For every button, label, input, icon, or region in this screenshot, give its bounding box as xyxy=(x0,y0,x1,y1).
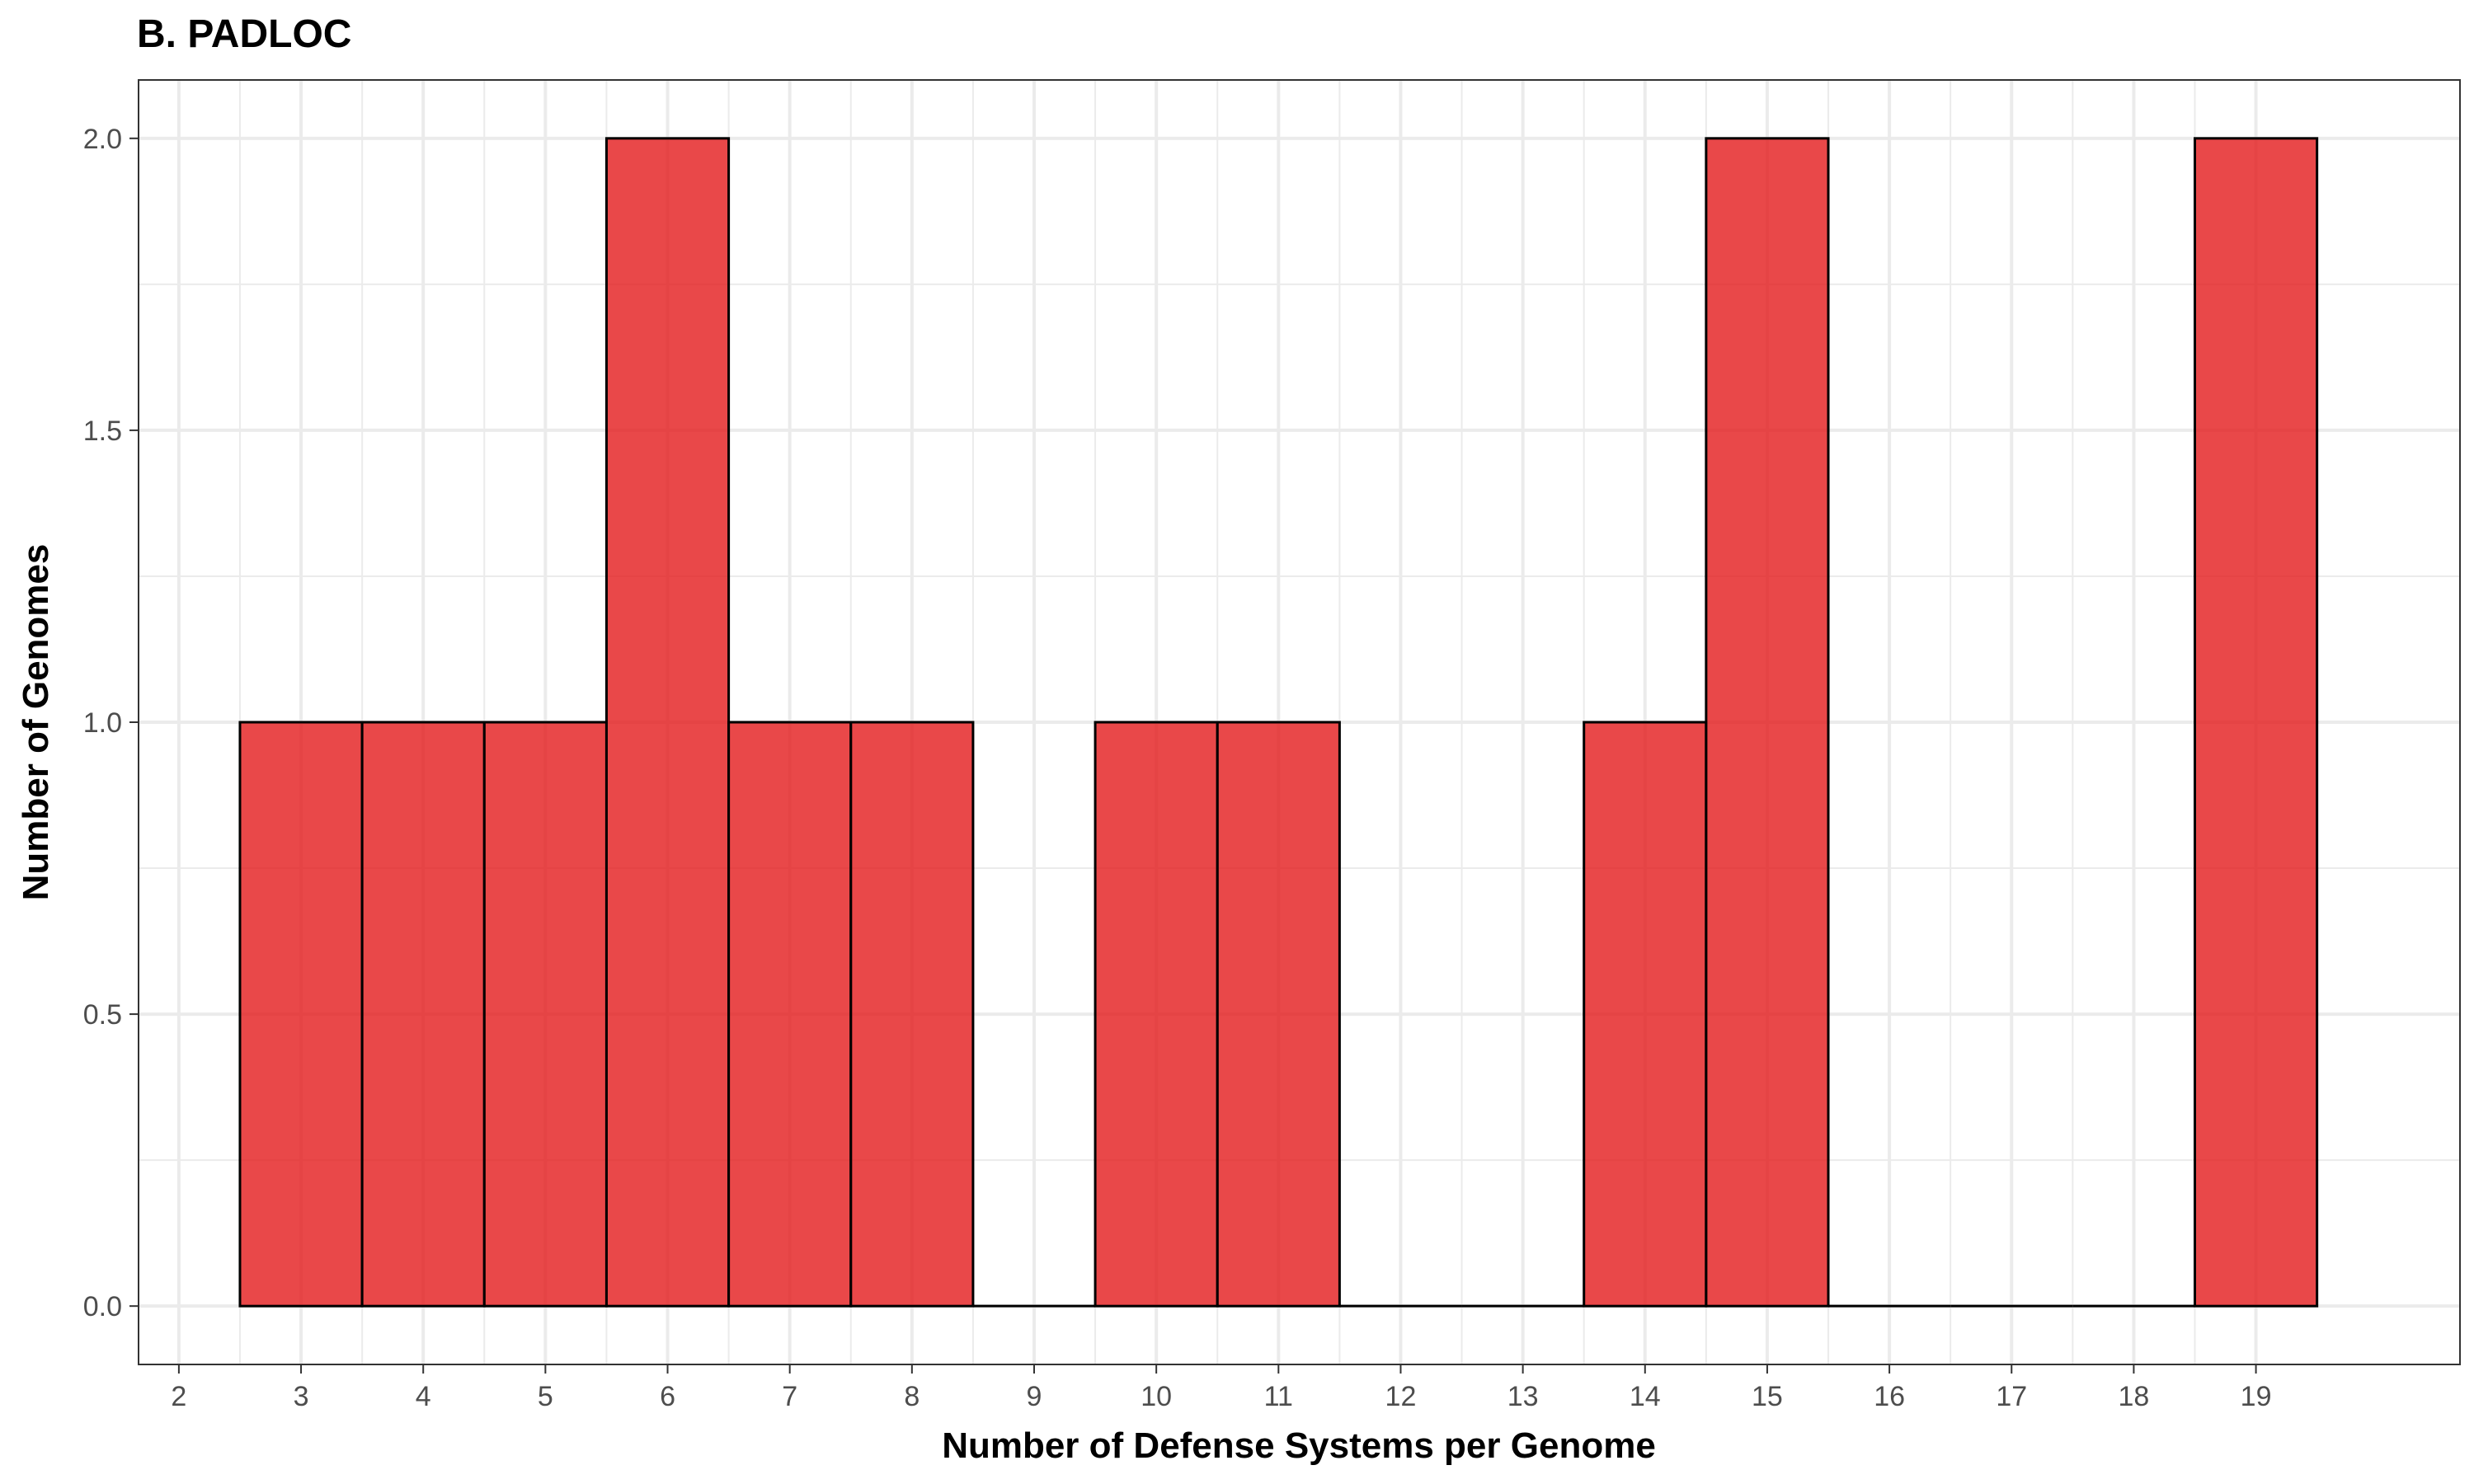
y-tick-label: 0.5 xyxy=(83,999,122,1031)
x-tick-label: 7 xyxy=(782,1381,797,1412)
histogram-bar xyxy=(482,721,608,1308)
axis-ticks: 2 3 4 5 6 7 8 9 10 11 12 13 14 15 16 17 18 19 0.0 0.5 1.0 1.5… xyxy=(83,124,2272,1412)
x-tick-label: 13 xyxy=(1507,1381,1539,1412)
x-tick-label: 19 xyxy=(2241,1381,2272,1412)
histogram-bar xyxy=(1216,721,1341,1308)
histogram-bar xyxy=(1705,137,1830,1308)
y-tick-label: 2.0 xyxy=(83,124,122,155)
histogram-bar xyxy=(1094,721,1219,1308)
x-tick-label: 10 xyxy=(1141,1381,1172,1412)
y-tick-label: 1.5 xyxy=(83,416,122,447)
histogram-bar xyxy=(238,721,364,1308)
x-tick-label: 18 xyxy=(2119,1381,2150,1412)
histogram-bar xyxy=(360,721,486,1308)
y-tick-label: 0.0 xyxy=(83,1291,122,1322)
x-tick-label: 5 xyxy=(538,1381,553,1412)
y-tick-label: 1.0 xyxy=(83,707,122,739)
bars xyxy=(238,137,2319,1308)
histogram-bar xyxy=(849,721,975,1308)
x-tick-label: 2 xyxy=(171,1381,186,1412)
x-tick-label: 4 xyxy=(416,1381,431,1412)
chart-title: B. PADLOC xyxy=(137,12,352,56)
histogram-bar xyxy=(727,721,853,1308)
x-tick-label: 12 xyxy=(1385,1381,1417,1412)
x-tick-label: 6 xyxy=(660,1381,675,1412)
x-tick-label: 3 xyxy=(294,1381,309,1412)
x-tick-label: 16 xyxy=(1874,1381,1905,1412)
x-tick-label: 11 xyxy=(1264,1381,1293,1412)
y-axis-title: Number of Genomes xyxy=(16,544,56,901)
histogram-bar xyxy=(2193,137,2319,1308)
x-tick-label: 14 xyxy=(1630,1381,1661,1412)
x-tick-label: 15 xyxy=(1752,1381,1783,1412)
x-tick-label: 8 xyxy=(904,1381,920,1412)
histogram-bar xyxy=(604,137,731,1308)
x-tick-label: 17 xyxy=(1996,1381,2027,1412)
histogram-bar xyxy=(1583,721,1708,1308)
x-tick-label: 9 xyxy=(1027,1381,1042,1412)
x-axis-title: Number of Defense Systems per Genome xyxy=(942,1425,1656,1466)
